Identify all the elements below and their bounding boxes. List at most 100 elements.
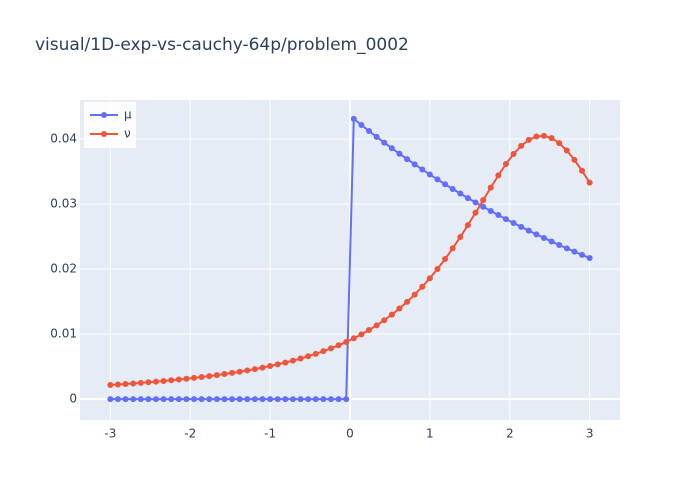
point [404, 298, 411, 305]
point [487, 184, 494, 191]
point [366, 327, 373, 334]
point [533, 231, 540, 238]
point [160, 377, 167, 384]
point [518, 142, 525, 149]
point [312, 350, 319, 357]
point [464, 222, 471, 229]
point [312, 396, 319, 403]
point [480, 203, 487, 210]
point [381, 317, 388, 324]
point [327, 345, 334, 352]
point [183, 396, 190, 403]
point [221, 371, 228, 378]
point [579, 167, 586, 174]
y-tick-label: 0.01 [50, 327, 77, 341]
y-tick-label: 0.03 [50, 197, 77, 211]
point [457, 190, 464, 197]
point [122, 380, 129, 387]
point [259, 364, 266, 371]
point [335, 396, 342, 403]
point [442, 181, 449, 188]
point [130, 396, 137, 403]
point [457, 233, 464, 240]
x-tick-label: 0 [346, 427, 354, 441]
point [175, 396, 182, 403]
point [464, 195, 471, 202]
point [152, 378, 159, 385]
point [137, 396, 144, 403]
point [145, 379, 152, 386]
point [579, 251, 586, 258]
point [525, 136, 532, 143]
legend-label: μ [124, 108, 132, 122]
legend: μν [84, 102, 136, 148]
point [282, 396, 289, 403]
point [480, 197, 487, 204]
point [221, 396, 228, 403]
point [320, 348, 327, 355]
point [495, 172, 502, 179]
point [244, 396, 251, 403]
point [160, 396, 167, 403]
y-tick-label: 0 [69, 392, 77, 406]
point [388, 145, 395, 152]
point [472, 199, 479, 206]
point [251, 396, 258, 403]
point [191, 396, 198, 403]
point [297, 355, 304, 362]
point [259, 396, 266, 403]
point [563, 245, 570, 252]
point [327, 396, 334, 403]
point [434, 176, 441, 183]
point [213, 372, 220, 379]
point [236, 396, 243, 403]
point [449, 245, 456, 252]
point [518, 223, 525, 230]
point [419, 283, 426, 290]
point [213, 396, 220, 403]
point [175, 376, 182, 383]
point [198, 374, 205, 381]
legend-marker [101, 131, 107, 137]
point [152, 396, 159, 403]
point [289, 357, 296, 364]
point [168, 377, 175, 384]
x-tick-label: -2 [184, 427, 196, 441]
point [510, 151, 517, 158]
point [168, 396, 175, 403]
point [137, 379, 144, 386]
legend-label: ν [124, 127, 131, 141]
point [343, 338, 350, 345]
point [487, 207, 494, 214]
point [396, 150, 403, 157]
point [320, 396, 327, 403]
point [571, 156, 578, 163]
x-tick-label: -3 [104, 427, 116, 441]
point [563, 147, 570, 154]
point [366, 128, 373, 135]
point [107, 396, 114, 403]
point [183, 375, 190, 382]
point [114, 396, 121, 403]
point [373, 322, 380, 329]
point [426, 275, 433, 282]
point [244, 367, 251, 374]
point [373, 133, 380, 140]
point [419, 166, 426, 173]
point [358, 331, 365, 338]
point [388, 311, 395, 318]
point [305, 396, 312, 403]
point [495, 212, 502, 219]
point [502, 161, 509, 167]
series-line [110, 116, 591, 401]
x-tick-label: 2 [506, 427, 514, 441]
point [274, 361, 281, 368]
point [381, 139, 388, 146]
point [130, 380, 137, 387]
point [556, 241, 563, 248]
point [426, 171, 433, 178]
point [229, 396, 236, 403]
point [411, 161, 418, 168]
point [122, 396, 129, 403]
